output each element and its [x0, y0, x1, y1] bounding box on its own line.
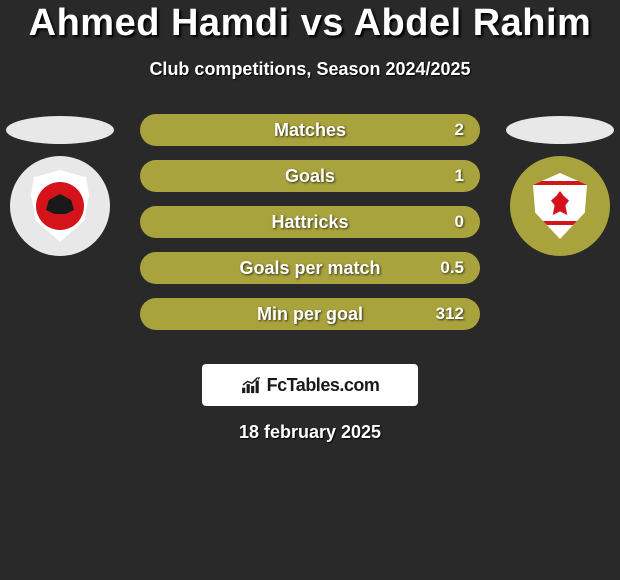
- al-ahly-crest-icon: [31, 170, 89, 242]
- player-right-name-oval: [506, 116, 614, 144]
- stat-row-goals: Goals 1: [140, 160, 480, 192]
- player-left-name-oval: [6, 116, 114, 144]
- stat-label: Min per goal: [257, 304, 363, 325]
- date-text: 18 february 2025: [0, 422, 620, 443]
- stat-label: Goals per match: [239, 258, 380, 279]
- stat-value: 0.5: [440, 258, 464, 278]
- stat-label: Goals: [285, 166, 335, 187]
- stat-row-goals-per-match: Goals per match 0.5: [140, 252, 480, 284]
- stat-value: 2: [455, 120, 464, 140]
- zamalek-crest-icon: [533, 173, 587, 239]
- subtitle: Club competitions, Season 2024/2025: [0, 59, 620, 80]
- page-title: Ahmed Hamdi vs Abdel Rahim: [0, 2, 620, 45]
- stat-value: 312: [436, 304, 464, 324]
- player-right-column: [500, 108, 620, 256]
- stat-row-hattricks: Hattricks 0: [140, 206, 480, 238]
- stat-row-min-per-goal: Min per goal 312: [140, 298, 480, 330]
- stat-label: Matches: [274, 120, 346, 141]
- bar-chart-icon: [241, 376, 263, 394]
- player-left-column: [0, 108, 120, 256]
- stat-label: Hattricks: [271, 212, 348, 233]
- stat-value: 0: [455, 212, 464, 232]
- stat-value: 1: [455, 166, 464, 186]
- club-badge-right: [510, 156, 610, 256]
- stat-rows: Matches 2 Goals 1 Hattricks 0 Goals per …: [140, 114, 480, 330]
- stat-row-matches: Matches 2: [140, 114, 480, 146]
- stats-area: Matches 2 Goals 1 Hattricks 0 Goals per …: [0, 108, 620, 348]
- comparison-card: Ahmed Hamdi vs Abdel Rahim Club competit…: [0, 0, 620, 443]
- brand-box: FcTables.com: [202, 364, 418, 406]
- brand-text: FcTables.com: [267, 375, 380, 396]
- club-badge-left: [10, 156, 110, 256]
